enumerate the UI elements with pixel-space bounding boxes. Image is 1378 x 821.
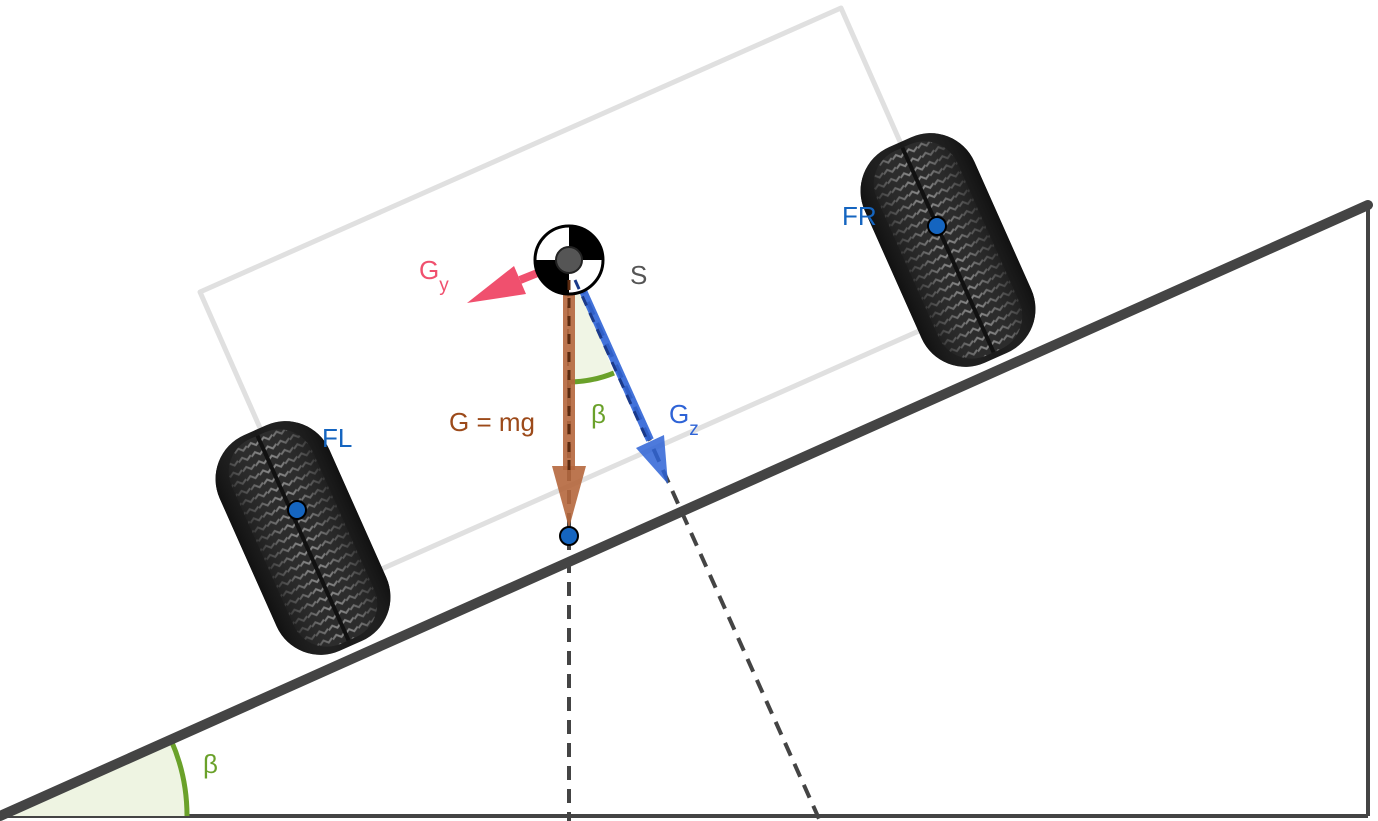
weight-label: G = mg — [449, 407, 535, 437]
front-right-point — [927, 216, 947, 236]
weight-force-arrowhead — [552, 466, 586, 528]
gz-label: Gz — [669, 399, 699, 440]
gz-force-shaft — [567, 262, 654, 442]
top-beta-label: β — [591, 399, 606, 429]
gy-force-arrowhead — [467, 266, 526, 303]
s-label: S — [630, 260, 647, 290]
front-right-tire-icon — [860, 133, 1036, 367]
bottom-angle-arc — [168, 738, 190, 817]
center-of-mass-symbol — [533, 224, 605, 296]
front-left-tire-icon — [215, 421, 391, 655]
bottom-beta-label: β — [203, 749, 218, 779]
fr-label: FR — [842, 201, 877, 231]
gy-label: Gy — [419, 255, 449, 296]
incline-surface — [0, 200, 1373, 821]
gz-force-arrowhead — [636, 435, 668, 484]
weight-foot-point — [559, 526, 579, 546]
front-left-point — [287, 500, 307, 520]
fl-label: FL — [322, 423, 352, 453]
gz-dash-overlay — [573, 279, 650, 443]
